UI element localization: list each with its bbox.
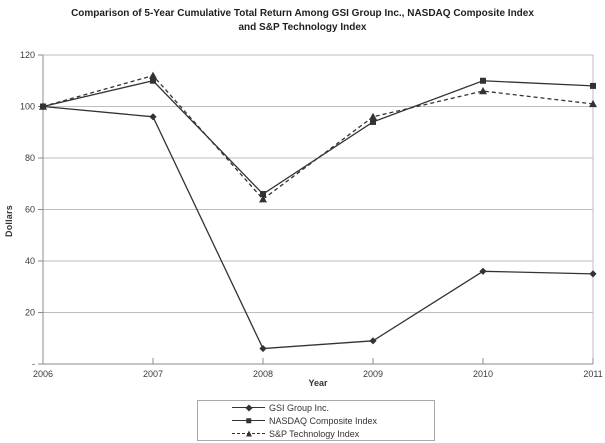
chart-title-line1: Comparison of 5-Year Cumulative Total Re… [71,8,534,19]
triangle-marker-icon [39,102,47,110]
legend-label: GSI Group Inc. [269,402,330,413]
y-tick-label: 100 [20,102,35,112]
y-tick-label: 60 [25,205,35,215]
chart-title: Comparison of 5-Year Cumulative Total Re… [0,7,605,35]
legend-line-sample-dashed [232,429,265,438]
legend-item-nasdaq-composite: NASDAQ Composite Index [232,415,434,427]
legend: GSI Group Inc. NASDAQ Composite Index S&… [197,400,435,441]
diamond-marker-icon [589,270,597,278]
triangle-marker-icon [369,112,377,120]
diamond-marker-icon [259,344,267,353]
triangle-marker-icon [149,71,157,79]
series-square [40,77,596,198]
y-tick-label: 80 [25,153,35,163]
x-tick-label: 2009 [363,369,383,379]
x-tick-label: 2007 [143,369,163,379]
x-tick-label: 2008 [253,369,273,379]
square-marker-icon [150,77,156,84]
x-tick-label: 2011 [583,369,602,379]
square-marker-icon [260,191,266,198]
legend-item-sp-technology: S&P Technology Index [232,428,434,440]
diamond-marker-icon [369,337,377,345]
y-tick-label: 40 [25,256,35,266]
diamond-marker-icon [244,403,253,412]
x-axis-tick-labels: 2006 2007 2008 2009 2010 2011 [33,369,603,379]
chart-title-line2: and S&P Technology Index [238,22,367,33]
legend-item-gsi-group: GSI Group Inc. [232,402,434,414]
diamond-marker-icon [479,267,487,275]
series-triangle [39,71,597,203]
tick-marks [38,54,594,365]
y-tick-label: 20 [25,308,35,318]
triangle-marker-icon [589,99,597,108]
x-axis-title: Year [308,378,328,388]
square-marker-icon [590,82,596,89]
y-tick-label: - [32,359,35,369]
series-line [42,80,594,195]
square-marker-icon [480,77,486,84]
legend-label: S&P Technology Index [269,428,360,439]
triangle-marker-icon [259,195,267,203]
series-line [42,105,594,350]
square-marker-icon [245,417,252,424]
y-tick-label: 120 [20,50,35,60]
gridlines [43,54,594,364]
series-diamond [39,102,597,353]
triangle-marker-icon [479,87,487,95]
diamond-marker-icon [149,113,157,121]
y-axis-tick-labels: - 20 40 60 80 100 120 [20,50,35,369]
square-marker-icon [370,118,376,125]
x-tick-label: 2006 [33,369,53,379]
legend-line-sample-solid [232,416,265,425]
triangle-marker-icon [245,430,252,437]
legend-label: NASDAQ Composite Index [269,415,378,426]
series-line [42,74,594,201]
x-tick-label: 2010 [473,369,493,379]
legend-line-sample-solid [232,403,265,412]
